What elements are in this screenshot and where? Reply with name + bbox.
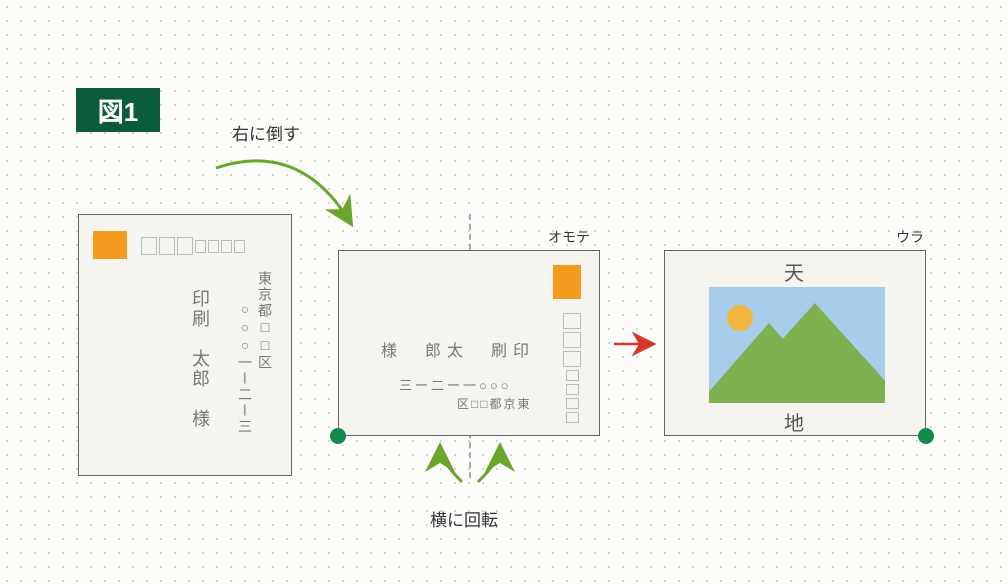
postcard-front-vertical: 東京都□□区 ○○○一ー二ー三 印刷 太郎 様 xyxy=(78,214,292,476)
postal-box xyxy=(566,398,579,409)
corner-marker-icon xyxy=(330,428,346,444)
address-line-1-rotated: 区□□都京東 xyxy=(457,395,532,412)
recipient-name: 印刷 太郎 様 xyxy=(187,289,213,429)
label-omote: オモテ xyxy=(548,227,590,247)
mountain-icon xyxy=(725,303,885,403)
postal-box xyxy=(566,412,579,423)
postal-box xyxy=(177,237,193,255)
postal-code-boxes-vertical xyxy=(563,313,581,423)
recipient-name-rotated: 様 郎太 刷印 xyxy=(381,337,535,361)
address-line-1: 東京都□□区 xyxy=(255,271,275,371)
postal-box xyxy=(159,237,175,255)
label-ura: ウラ xyxy=(896,227,924,247)
figure-label-badge: 図1 xyxy=(76,88,160,132)
label-flip-horizontal: 横に回転 xyxy=(430,506,498,531)
postal-box xyxy=(566,370,579,381)
stamp-icon xyxy=(553,265,581,299)
picture-placeholder xyxy=(709,287,885,403)
postal-box xyxy=(234,240,245,253)
postcard-front-horizontal: 様 郎太 刷印 三ー二ー一○○○ 区□□都京東 xyxy=(338,250,600,436)
postal-box xyxy=(195,240,206,253)
postal-box xyxy=(208,240,219,253)
postal-box xyxy=(221,240,232,253)
postal-box xyxy=(566,384,579,395)
figure-label-text: 図1 xyxy=(98,92,138,129)
postal-box xyxy=(563,351,581,367)
stamp-icon xyxy=(93,231,127,259)
address-line-2-rotated: 三ー二ー一○○○ xyxy=(399,375,512,394)
address-line-2: ○○○一ー二ー三 xyxy=(235,301,255,435)
postcard-back: 天 地 xyxy=(664,250,926,436)
postal-box xyxy=(141,237,157,255)
corner-marker-icon xyxy=(918,428,934,444)
label-bottom: 地 xyxy=(784,407,804,436)
postal-box xyxy=(563,313,581,329)
postal-box xyxy=(563,332,581,348)
postal-code-boxes xyxy=(141,237,245,255)
label-rotate-right: 右に倒す xyxy=(232,120,300,145)
label-top: 天 xyxy=(784,257,804,286)
